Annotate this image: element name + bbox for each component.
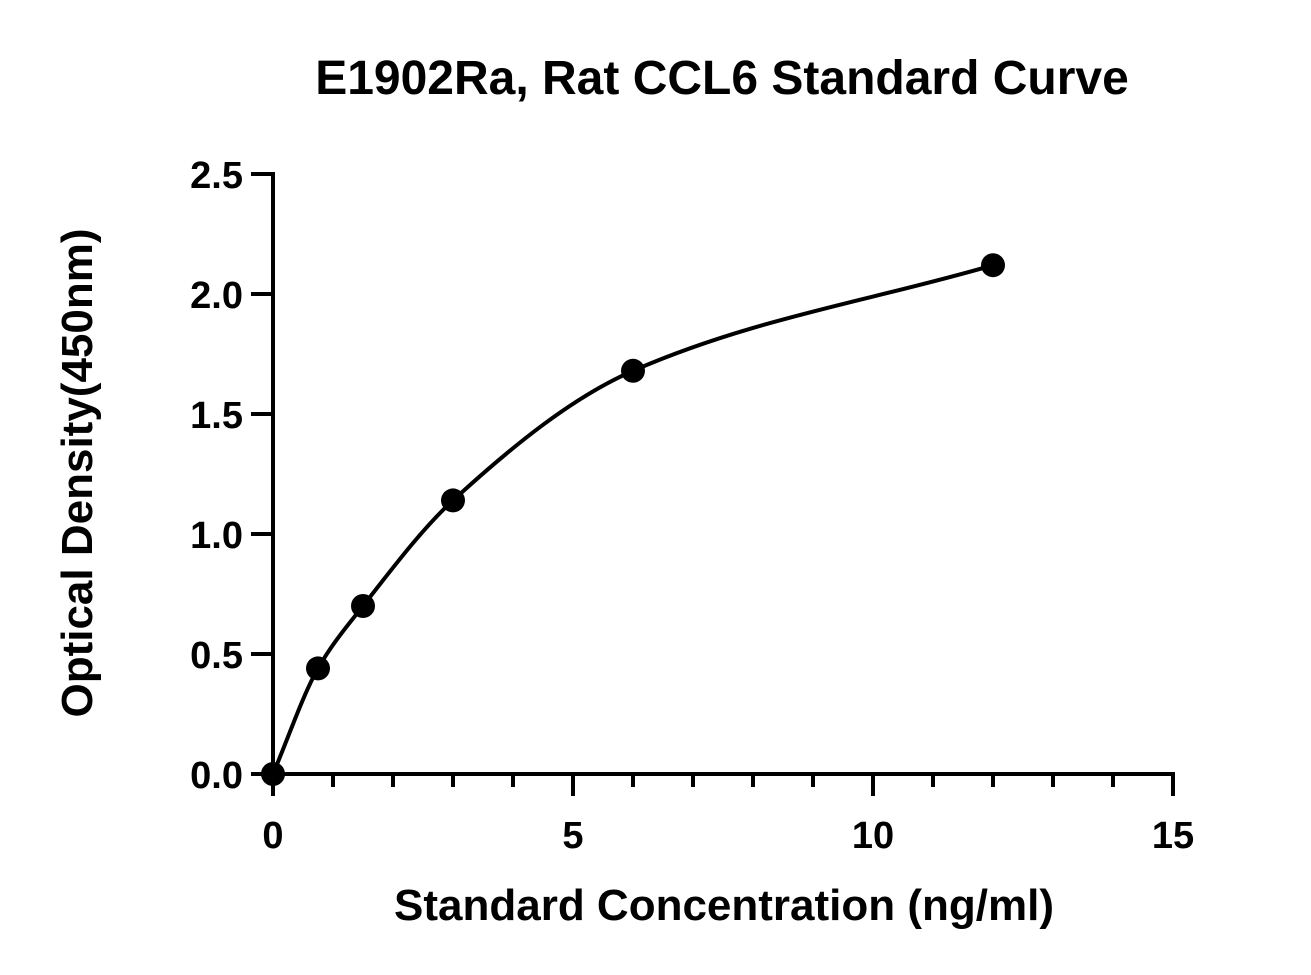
chart-title: E1902Ra, Rat CCL6 Standard Curve xyxy=(315,52,1129,105)
axes: 0 5 10 15 0.0 0.5 1.0 1.5 2.0 2.5 xyxy=(190,155,1194,857)
x-tick-label: 5 xyxy=(562,815,583,857)
y-tick-label: 0.5 xyxy=(190,635,243,677)
y-tick-label: 1.5 xyxy=(190,395,243,437)
fit-curve xyxy=(271,263,994,775)
data-point xyxy=(441,488,465,513)
y-tick-label: 1.0 xyxy=(190,515,243,557)
y-tick-label: 2.0 xyxy=(190,275,243,317)
x-axis-label: Standard Concentration (ng/ml) xyxy=(394,881,1054,930)
y-axis-label: Optical Density(450nm) xyxy=(53,228,102,717)
x-tick-label: 15 xyxy=(1152,815,1194,857)
data-points-layer xyxy=(261,253,1005,786)
fit-curve-layer xyxy=(271,263,994,775)
data-point xyxy=(306,656,330,681)
x-tick-label: 10 xyxy=(852,815,894,857)
data-point xyxy=(621,358,645,383)
y-tick-label: 2.5 xyxy=(190,155,243,197)
data-point xyxy=(351,594,375,618)
data-point xyxy=(981,253,1005,278)
y-tick-label: 0.0 xyxy=(190,755,243,797)
x-tick-label: 0 xyxy=(262,815,283,857)
data-point xyxy=(261,762,285,786)
